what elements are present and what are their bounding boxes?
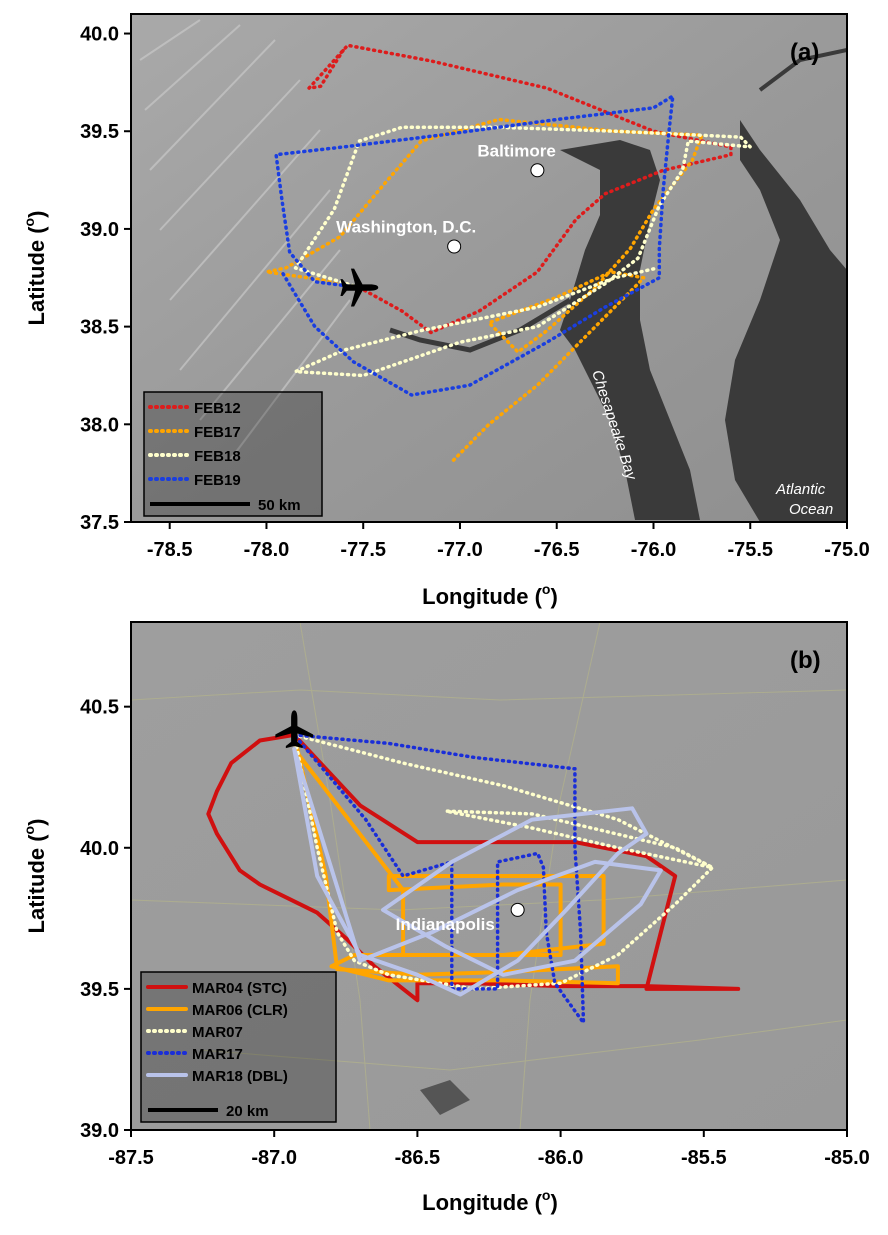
y-tick-label: 38.5 bbox=[80, 317, 119, 339]
x-tick-label: -78.0 bbox=[244, 539, 290, 561]
legend-label: MAR04 (STC) bbox=[192, 980, 287, 997]
panel-a-legend: FEB12 FEB17 FEB18 FEB19 50 km bbox=[143, 391, 323, 517]
panel-a-basemap bbox=[131, 14, 847, 522]
legend-label: MAR17 bbox=[192, 1046, 243, 1063]
chesapeake-bay bbox=[560, 140, 700, 520]
flight-track-feb12 bbox=[307, 43, 733, 335]
y-tick-label: 40.5 bbox=[80, 697, 119, 719]
y-tick-label: 38.0 bbox=[80, 414, 119, 436]
city-marker bbox=[447, 239, 462, 254]
city-label: Washington, D.C. bbox=[336, 218, 476, 237]
x-tick-label: -86.5 bbox=[395, 1147, 441, 1169]
panel-b-xlabel: Longitude (o) bbox=[422, 1187, 558, 1215]
city-label: Indianapolis bbox=[396, 915, 495, 934]
panel-b-roads bbox=[131, 622, 847, 1130]
city-marker bbox=[510, 902, 525, 917]
y-tick-label: 39.5 bbox=[80, 979, 119, 1001]
flight-track-mar18 bbox=[292, 747, 663, 997]
water-label-atlantic: Atlantic bbox=[775, 481, 826, 498]
x-tick-label: -87.5 bbox=[108, 1147, 154, 1169]
legend-b-box bbox=[140, 971, 337, 1123]
legend-label: FEB18 bbox=[194, 448, 241, 465]
flight-track-feb18 bbox=[293, 125, 752, 378]
flight-track-feb19 bbox=[274, 94, 675, 397]
water-label-ocean: Ocean bbox=[789, 501, 833, 518]
x-tick-label: -78.5 bbox=[147, 539, 193, 561]
y-tick-label: 39.0 bbox=[80, 1120, 119, 1142]
legend-label: MAR07 bbox=[192, 1024, 243, 1041]
y-tick-label: 39.0 bbox=[80, 219, 119, 241]
panel-a-frame bbox=[130, 13, 848, 523]
y-tick-label: 37.5 bbox=[80, 512, 119, 534]
x-tick-label: -76.5 bbox=[534, 539, 580, 561]
x-tick-label: -85.5 bbox=[681, 1147, 727, 1169]
x-tick-label: -86.0 bbox=[538, 1147, 584, 1169]
x-tick-label: -85.0 bbox=[824, 1147, 870, 1169]
airport-airplane-icon bbox=[275, 710, 314, 749]
flight-track-feb17 bbox=[264, 117, 704, 466]
legend-label: FEB19 bbox=[194, 472, 241, 489]
legend-label: MAR06 (CLR) bbox=[192, 1002, 288, 1019]
panel-b-frame bbox=[130, 621, 848, 1131]
panel-a-ylabel: Latitude (o) bbox=[21, 211, 49, 326]
airport-airplane-icon bbox=[340, 268, 379, 307]
x-tick-label: -76.0 bbox=[631, 539, 677, 561]
x-tick-label: -87.0 bbox=[251, 1147, 297, 1169]
potomac bbox=[389, 297, 572, 353]
atlantic-ocean bbox=[725, 120, 847, 522]
river bbox=[758, 48, 847, 92]
flight-track-mar07 bbox=[292, 733, 715, 991]
legend-label: FEB12 bbox=[194, 400, 241, 417]
x-tick-label: -75.0 bbox=[824, 539, 870, 561]
x-tick-label: -75.5 bbox=[727, 539, 773, 561]
flight-track-mar17 bbox=[292, 733, 586, 1025]
y-tick-label: 40.0 bbox=[80, 838, 119, 860]
lake bbox=[420, 1080, 470, 1115]
panel-b-legend: MAR04 (STC) MAR06 (CLR) MAR07 MAR17 MAR18 (D… bbox=[140, 971, 337, 1123]
panel-b-map: Indianapolis (b) MAR04 (STC)MAR06 (CLR)M… bbox=[21, 621, 870, 1215]
flight-track-mar04 bbox=[206, 732, 741, 1003]
panel-a-xlabel: Longitude (o) bbox=[422, 581, 558, 609]
x-tick-label: -77.5 bbox=[340, 539, 386, 561]
legend-label: FEB17 bbox=[194, 424, 241, 441]
scale-bar-b-label: 20 km bbox=[226, 1103, 269, 1120]
panel-b-label: (b) bbox=[790, 647, 821, 674]
scale-bar-a-label: 50 km bbox=[258, 497, 301, 514]
flight-track-mar06 bbox=[292, 732, 620, 986]
city-marker bbox=[530, 163, 545, 178]
y-tick-label: 40.0 bbox=[80, 24, 119, 46]
panel-a-label: (a) bbox=[790, 39, 819, 66]
city-label: Baltimore bbox=[477, 141, 555, 160]
panel-b-ylabel: Latitude (o) bbox=[21, 819, 49, 934]
legend-label: MAR18 (DBL) bbox=[192, 1068, 288, 1085]
y-tick-label: 39.5 bbox=[80, 121, 119, 143]
x-tick-label: -77.0 bbox=[437, 539, 483, 561]
